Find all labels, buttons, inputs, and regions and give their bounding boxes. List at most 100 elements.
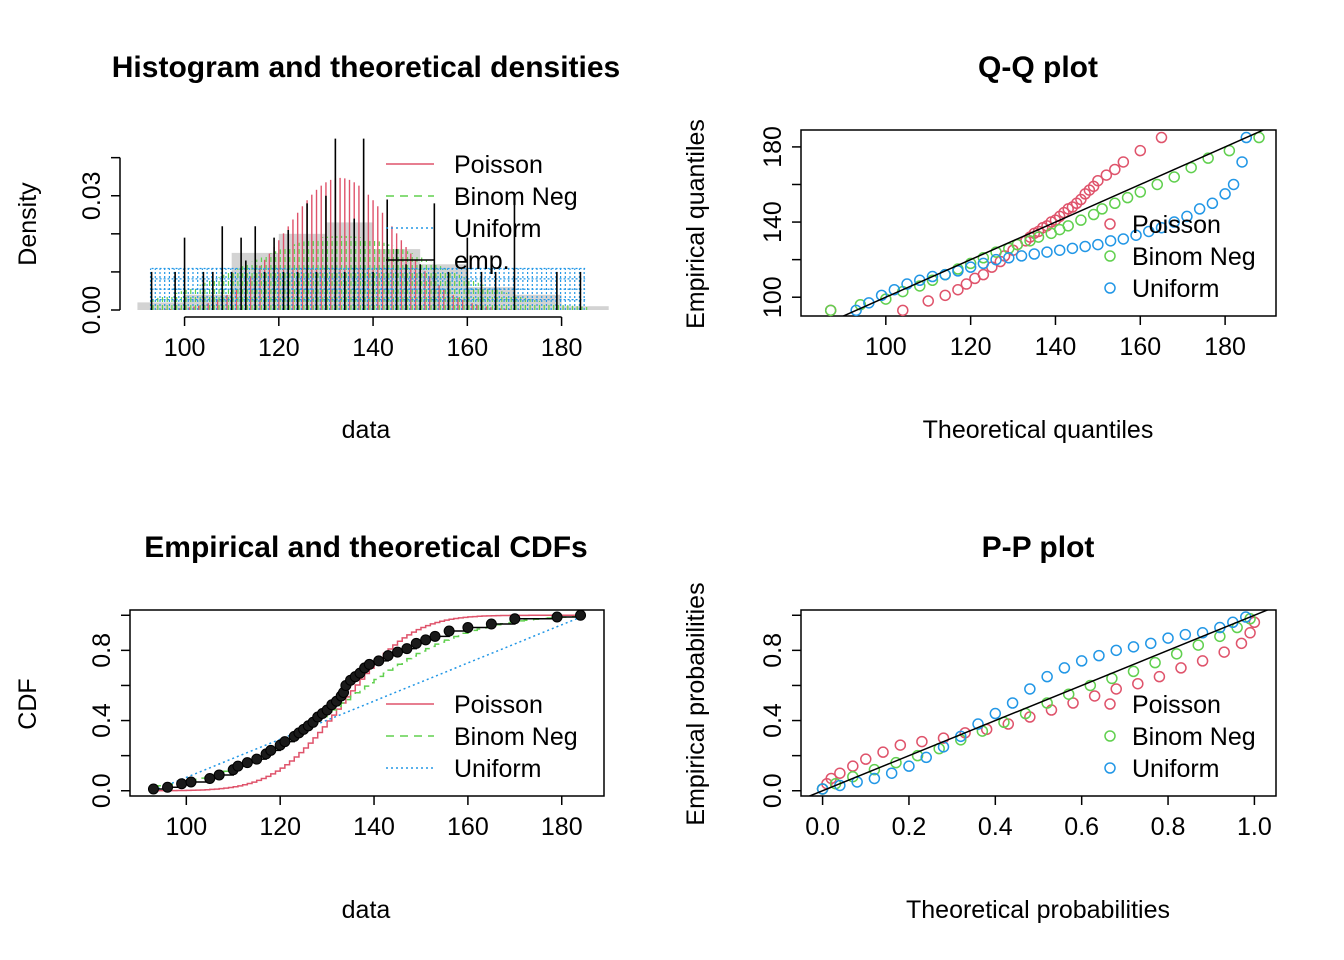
pp-point bbox=[1062, 688, 1075, 700]
x-tick-label: 0.2 bbox=[892, 813, 927, 841]
qq-point bbox=[1155, 221, 1168, 234]
x-tick-label: 180 bbox=[541, 334, 583, 362]
hist-bar bbox=[137, 302, 185, 310]
legend-marker bbox=[1104, 250, 1116, 262]
y-tick-label: 180 bbox=[759, 126, 787, 168]
hist-title: Histogram and theoretical densities bbox=[112, 51, 620, 84]
plot-frame bbox=[800, 129, 1277, 317]
qq-point bbox=[1003, 252, 1015, 264]
pp-point bbox=[972, 718, 984, 730]
qq-point bbox=[1134, 186, 1147, 198]
pp-point bbox=[989, 707, 1002, 720]
pp-point bbox=[894, 739, 907, 751]
legend-marker bbox=[1104, 218, 1116, 230]
y-tick-label: 0.00 bbox=[78, 286, 106, 335]
hist-bar bbox=[467, 287, 515, 310]
y-tick-label: 100 bbox=[759, 276, 787, 318]
qq-point bbox=[1079, 240, 1091, 253]
qq-point bbox=[939, 268, 951, 281]
ecdf-point bbox=[410, 637, 422, 649]
pp-point bbox=[916, 735, 928, 748]
x-tick-label: 100 bbox=[165, 813, 207, 841]
qq-point bbox=[824, 304, 837, 317]
qq-point bbox=[1155, 131, 1168, 144]
ecdf-point bbox=[575, 609, 587, 621]
x-tick-label: 180 bbox=[1204, 333, 1246, 361]
qq-point bbox=[1236, 156, 1248, 168]
pp-point bbox=[903, 760, 915, 772]
qq-point bbox=[888, 283, 901, 296]
legend-marker bbox=[1104, 698, 1116, 710]
qq-point bbox=[1227, 178, 1240, 191]
legend-label: Uniform bbox=[1132, 755, 1220, 783]
qq-point bbox=[926, 270, 939, 283]
x-tick-label: 160 bbox=[1119, 333, 1161, 361]
pp-point bbox=[1093, 649, 1105, 662]
qq-point bbox=[952, 283, 964, 296]
pp-plot: 0.0 0.2 0.4 0.6 0.8 1.0 0.0 0.4 0.8 Poisson Binom … bbox=[759, 609, 1277, 841]
pp-point bbox=[1075, 655, 1088, 667]
hist-ylabel: Density bbox=[14, 182, 42, 266]
qq-point bbox=[1041, 246, 1053, 258]
pp-point bbox=[1006, 697, 1019, 709]
qq-reference-line bbox=[841, 130, 1266, 316]
cdf-ylabel: CDF bbox=[14, 678, 42, 729]
hist-plot: 100 120 140 160 180 0.00 0.03 Poisson Binom Neg U… bbox=[78, 138, 609, 362]
plot-frame bbox=[800, 609, 1277, 797]
pp-point bbox=[847, 760, 859, 772]
x-tick-label: 0.8 bbox=[1151, 813, 1186, 841]
qq-point bbox=[964, 261, 977, 273]
x-tick-label: 160 bbox=[446, 334, 488, 362]
legend-label: Binom Neg bbox=[454, 723, 578, 751]
qq-point bbox=[1053, 244, 1066, 256]
qq-point bbox=[939, 289, 951, 302]
legend-label: Uniform bbox=[454, 755, 542, 783]
pp-point bbox=[911, 749, 924, 762]
qq-point bbox=[1168, 216, 1180, 228]
legend-label: Binom Neg bbox=[454, 183, 578, 211]
cdf-plot: 100 120 140 160 180 0.0 0.4 0.8 Poisson Binom Neg… bbox=[88, 609, 605, 841]
pp-point bbox=[937, 732, 950, 744]
ecdf-point bbox=[363, 658, 375, 670]
pp-point bbox=[1162, 632, 1174, 644]
qq-point bbox=[1193, 203, 1206, 215]
legend-label: Poisson bbox=[1132, 211, 1221, 239]
legend-label: Uniform bbox=[454, 215, 542, 243]
ecdf-point bbox=[213, 769, 225, 781]
x-tick-label: 0.0 bbox=[805, 813, 840, 841]
qq-point bbox=[990, 246, 1002, 258]
y-tick-label: 0.4 bbox=[759, 703, 787, 738]
ecdf-point bbox=[265, 744, 277, 756]
ecdf-point bbox=[401, 643, 413, 655]
legend-label: emp. bbox=[454, 247, 510, 275]
qq-point bbox=[1096, 203, 1108, 215]
pp-point bbox=[920, 751, 932, 764]
pp-point bbox=[1235, 637, 1248, 650]
y-tick-label: 0.4 bbox=[88, 703, 116, 738]
qq-point bbox=[901, 278, 913, 290]
pp-point bbox=[1127, 641, 1140, 653]
ecdf-point bbox=[462, 622, 474, 634]
pp-point bbox=[834, 767, 846, 779]
legend-label: Binom Neg bbox=[1132, 243, 1256, 271]
qq-point bbox=[926, 274, 939, 287]
pp-point bbox=[1153, 670, 1166, 683]
qq-xlabel: Theoretical quantiles bbox=[923, 416, 1154, 444]
qq-point bbox=[990, 253, 1002, 266]
ecdf-point bbox=[443, 625, 455, 637]
qq-point bbox=[1075, 214, 1087, 226]
legend-label: Binom Neg bbox=[1132, 723, 1256, 751]
x-tick-label: 120 bbox=[950, 333, 992, 361]
qq-point bbox=[1092, 238, 1104, 251]
qq-point bbox=[1202, 152, 1214, 164]
legend-marker bbox=[1104, 730, 1116, 742]
pp-point bbox=[1088, 690, 1101, 702]
pp-point bbox=[1170, 648, 1183, 660]
pp-point bbox=[1179, 628, 1192, 641]
legend-label: Poisson bbox=[454, 691, 543, 719]
pp-point bbox=[868, 763, 881, 776]
qq-point bbox=[1168, 171, 1180, 183]
poisson-cdf bbox=[153, 614, 586, 792]
pp-point bbox=[868, 772, 881, 785]
